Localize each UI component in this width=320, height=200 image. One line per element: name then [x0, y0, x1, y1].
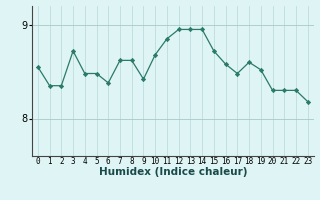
- X-axis label: Humidex (Indice chaleur): Humidex (Indice chaleur): [99, 167, 247, 177]
